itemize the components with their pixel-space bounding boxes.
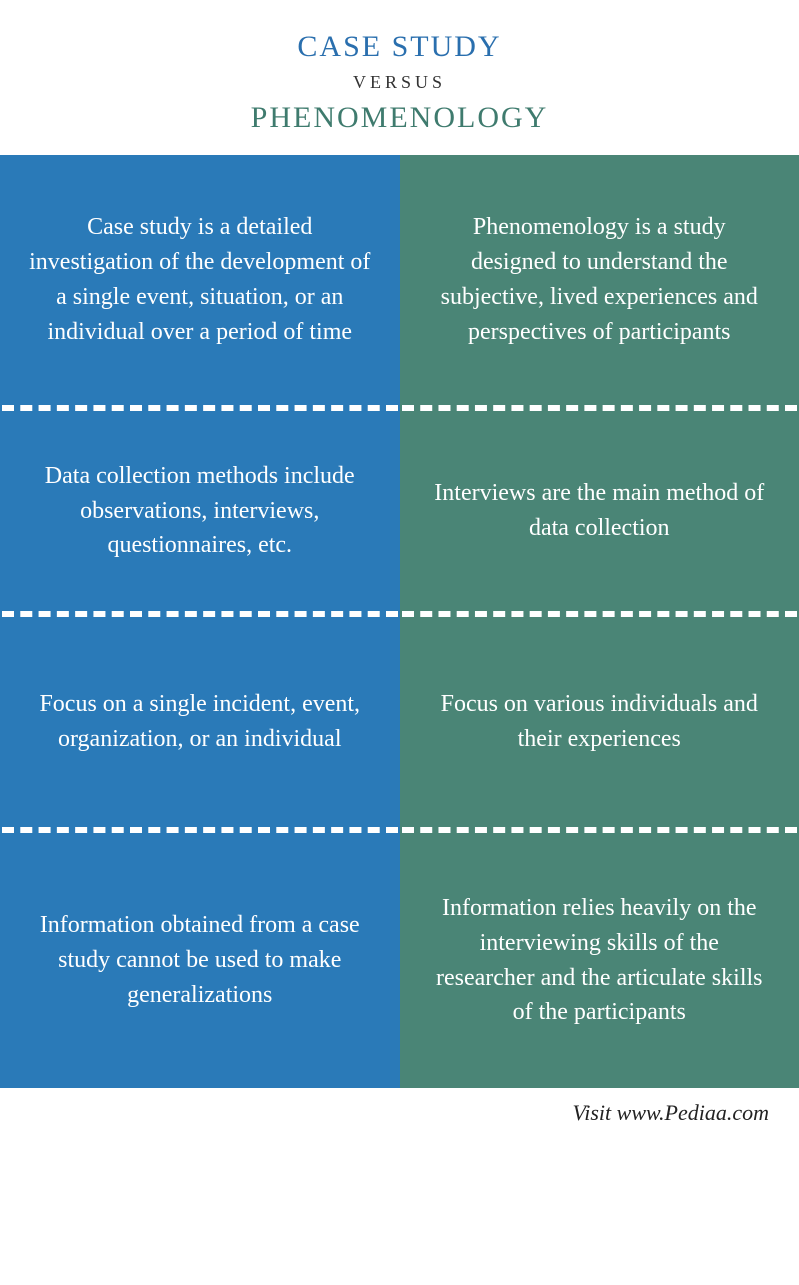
right-cell-0: Phenomenology is a study designed to und… bbox=[400, 155, 799, 405]
title-right: PHENOMENOLOGY bbox=[20, 101, 779, 135]
infographic-container: CASE STUDY VERSUS PHENOMENOLOGY Case stu… bbox=[0, 0, 799, 1146]
right-cell-2: Focus on various individuals and their e… bbox=[400, 617, 799, 827]
footer-credit: Visit www.Pediaa.com bbox=[0, 1088, 799, 1146]
left-column: Case study is a detailed investigation o… bbox=[0, 155, 400, 1088]
right-cell-1: Interviews are the main method of data c… bbox=[400, 411, 799, 611]
comparison-table: Case study is a detailed investigation o… bbox=[0, 155, 799, 1088]
left-cell-2: Focus on a single incident, event, organ… bbox=[0, 617, 400, 827]
title-left: CASE STUDY bbox=[20, 30, 779, 64]
left-cell-1: Data collection methods include observat… bbox=[0, 411, 400, 611]
right-column: Phenomenology is a study designed to und… bbox=[400, 155, 799, 1088]
header: CASE STUDY VERSUS PHENOMENOLOGY bbox=[0, 0, 799, 155]
versus-label: VERSUS bbox=[20, 72, 779, 93]
left-cell-3: Information obtained from a case study c… bbox=[0, 833, 400, 1088]
left-cell-0: Case study is a detailed investigation o… bbox=[0, 155, 400, 405]
right-cell-3: Information relies heavily on the interv… bbox=[400, 833, 799, 1088]
